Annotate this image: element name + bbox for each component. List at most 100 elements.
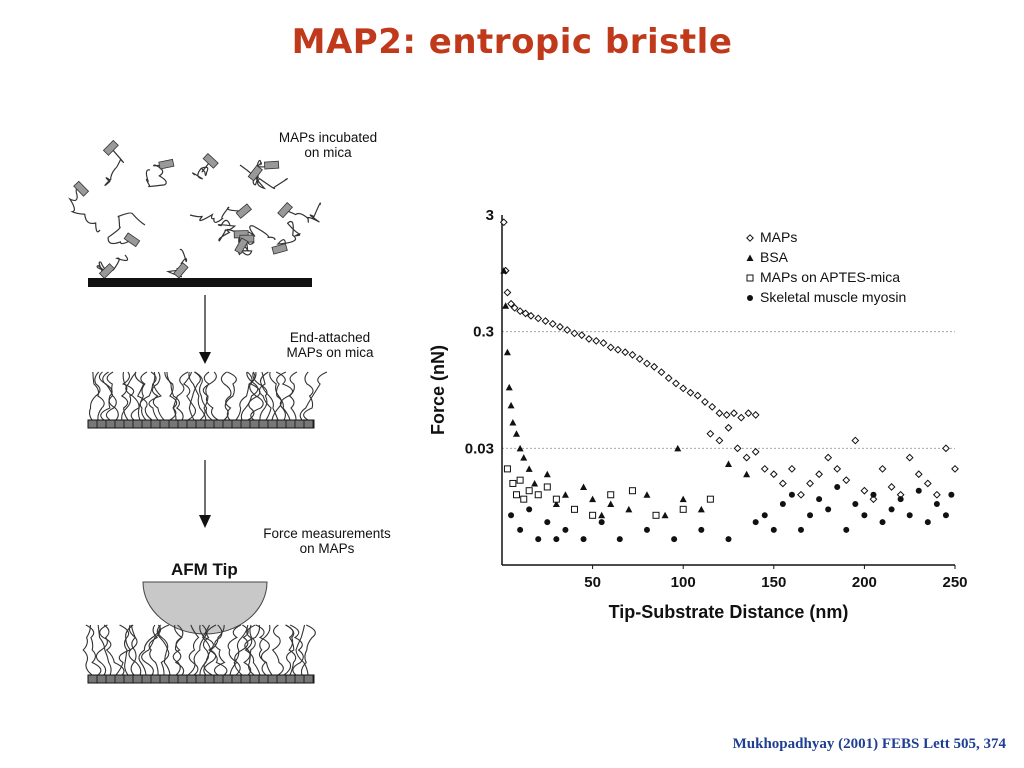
- schematic-diagram: [68, 139, 328, 684]
- series-1: [500, 267, 751, 519]
- map-brush-strand: [258, 371, 272, 421]
- map-domain-block: [247, 164, 263, 182]
- maps-brush-under-tip: [82, 624, 316, 676]
- map-domain-block: [73, 180, 90, 197]
- data-point: [589, 495, 597, 503]
- data-point: [520, 495, 528, 503]
- map-brush-strand: [182, 371, 197, 421]
- data-point: [778, 479, 787, 488]
- data-point: [544, 519, 551, 526]
- data-point: [621, 348, 630, 357]
- map-domain-block: [234, 237, 249, 255]
- data-point: [510, 303, 519, 312]
- data-point: [598, 511, 606, 519]
- data-point: [499, 218, 508, 227]
- y-axis-label: Force (nN): [428, 345, 448, 435]
- y-tick-label: 0.3: [473, 324, 494, 341]
- data-point: [614, 345, 622, 354]
- map-brush-strand: [139, 371, 157, 421]
- map-strand: [252, 172, 288, 190]
- map-brush-strand: [249, 371, 264, 421]
- map-strand: [217, 219, 242, 242]
- chart-gridlines: [502, 331, 955, 449]
- data-point: [788, 464, 796, 473]
- map-strand: [237, 237, 253, 256]
- map-brush-strand: [174, 624, 185, 676]
- data-point: [870, 491, 877, 498]
- data-point: [834, 483, 841, 490]
- data-point: [607, 500, 615, 507]
- data-point: [577, 331, 586, 340]
- map-brush-strand: [240, 371, 259, 421]
- map-brush-strand: [98, 371, 117, 421]
- map-domain-block: [173, 262, 189, 279]
- data-point: [598, 519, 605, 526]
- legend-label: Skeletal muscle myosin: [760, 289, 906, 305]
- map-brush-strand: [203, 371, 219, 421]
- map-domain-block: [102, 139, 119, 156]
- map-strand: [145, 163, 167, 188]
- data-point: [552, 495, 560, 503]
- data-point: [769, 470, 778, 479]
- series-2: [503, 465, 714, 519]
- data-point: [770, 526, 777, 533]
- map-brush-strand: [259, 371, 279, 421]
- data-point: [505, 383, 513, 391]
- data-point: [706, 495, 714, 503]
- data-point: [725, 460, 732, 468]
- data-point: [824, 453, 833, 462]
- data-point: [860, 486, 869, 495]
- data-point: [561, 491, 569, 498]
- map-strand: [242, 225, 276, 245]
- map-brush-strand: [85, 624, 102, 676]
- data-point: [508, 512, 515, 519]
- map-brush-strand: [283, 624, 295, 676]
- data-point: [924, 519, 931, 526]
- data-point: [643, 526, 650, 533]
- data-point: [516, 476, 524, 484]
- data-point: [679, 495, 687, 503]
- data-point: [625, 505, 633, 513]
- data-point: [815, 470, 824, 479]
- data-point: [851, 436, 860, 445]
- y-tick-label: 0.03: [465, 440, 494, 457]
- data-point: [807, 512, 814, 519]
- data-point: [779, 500, 786, 507]
- data-point: [948, 491, 955, 498]
- mica-surface-2: [87, 419, 315, 429]
- data-point: [806, 479, 814, 488]
- data-point: [697, 505, 705, 513]
- map-strand: [96, 254, 129, 276]
- map-brush-strand: [202, 624, 217, 676]
- map-brush-strand: [134, 371, 153, 421]
- data-point: [548, 319, 557, 328]
- data-point: [679, 384, 688, 393]
- data-point: [932, 490, 941, 499]
- data-point: [664, 374, 673, 383]
- series-0: [499, 218, 959, 504]
- map-brush-strand: [156, 624, 170, 676]
- citation: Mukhopadhyay (2001) FEBS Lett 505, 374: [732, 736, 1006, 752]
- stage1-label: MAPs incubated on mica: [278, 130, 378, 160]
- data-point: [743, 470, 751, 478]
- data-point: [751, 411, 760, 419]
- map-brush-strand: [201, 624, 228, 676]
- map-strand: [284, 202, 321, 223]
- chart-data-points: [499, 218, 959, 543]
- data-point: [531, 479, 539, 487]
- data-point: [580, 536, 587, 543]
- legend-marker: [746, 254, 754, 261]
- data-point: [744, 409, 753, 418]
- x-tick-label: 200: [852, 574, 877, 591]
- chart-axis-labels: Tip-Substrate Distance (nm) Force (nN): [428, 345, 848, 622]
- data-point: [502, 302, 510, 309]
- data-point: [708, 402, 717, 411]
- map-brush-strand: [188, 371, 201, 421]
- data-point: [698, 526, 705, 533]
- free-maps-strands: [68, 147, 321, 278]
- map-domain-block: [277, 201, 293, 219]
- data-point: [507, 299, 515, 308]
- map-strand: [192, 160, 212, 180]
- map-brush-strand: [213, 624, 226, 676]
- x-tick-label: 150: [761, 574, 786, 591]
